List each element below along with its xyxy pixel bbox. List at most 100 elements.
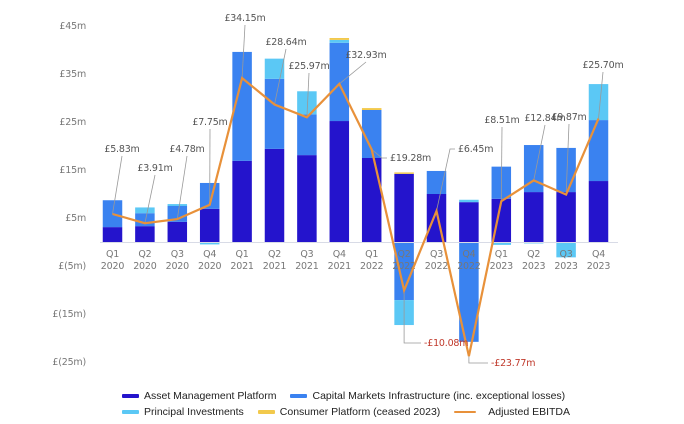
- bar-capital-markets-infrastructure-inc-exceptional-losses: [232, 51, 252, 161]
- bar-asset-management-platform: [588, 181, 609, 242]
- x-tick-year: 2022: [392, 261, 416, 272]
- legend-swatch-capital-markets: [290, 394, 308, 398]
- x-tick-quarter: Q3: [560, 249, 573, 260]
- bar-principal-investments: [588, 84, 609, 121]
- bar-asset-management-platform: [102, 227, 123, 242]
- bar-principal-investments: [556, 242, 576, 258]
- bar-group-q3-2023: [556, 147, 576, 258]
- x-tick-quarter: Q3: [300, 249, 313, 260]
- x-tick-year: 2022: [360, 261, 384, 272]
- bar-asset-management-platform: [361, 158, 382, 242]
- ebitda-value-label: £28.64m: [265, 37, 306, 48]
- annotation-leader-lines: [112, 24, 604, 364]
- annotation-leader-line: [112, 155, 123, 215]
- x-tick-quarter: Q4: [462, 249, 475, 260]
- bar-group-q1-2021: [232, 51, 252, 242]
- ebitda-value-label: £25.97m: [288, 61, 329, 72]
- x-tick-year: 2023: [587, 261, 611, 272]
- bar-group-q1-2020: [102, 200, 123, 242]
- y-tick-label: £15m: [59, 165, 86, 176]
- bar-group-q2-2020: [135, 207, 155, 242]
- ebitda-value-label: -£10.08m: [424, 338, 468, 349]
- ebitda-value-label: £25.70m: [582, 60, 623, 71]
- bar-principal-investments: [264, 58, 285, 79]
- legend-label-capital-markets: Capital Markets Infrastructure (inc. exc…: [312, 390, 566, 402]
- bar-capital-markets-infrastructure-inc-exceptional-losses: [588, 120, 609, 182]
- bar-principal-investments: [459, 199, 479, 203]
- legend-item-consumer-platform: Consumer Platform (ceased 2023): [257, 406, 441, 418]
- annotation-leader-line: [144, 174, 156, 224]
- legend-label-asset-management: Asset Management Platform: [144, 390, 277, 402]
- bar-group-q3-2020: [167, 204, 188, 242]
- bar-group-q2-2021: [264, 58, 285, 242]
- x-tick-quarter: Q4: [592, 249, 605, 260]
- x-tick-quarter: Q1: [106, 249, 119, 260]
- x-tick-year: 2023: [522, 261, 546, 272]
- bar-consumer-platform-ceased-2023: [329, 38, 350, 40]
- legend-item-adjusted-ebitda: Adjusted EBITDA: [454, 406, 570, 418]
- x-tick-quarter: Q2: [398, 249, 411, 260]
- bar-asset-management-platform: [329, 121, 350, 242]
- legend-label-consumer-platform: Consumer Platform (ceased 2023): [279, 406, 441, 418]
- x-tick-quarter: Q2: [138, 249, 151, 260]
- bar-group-q2-2023: [523, 145, 544, 244]
- ebitda-value-label: £5.83m: [104, 144, 139, 155]
- y-tick-label: £45m: [59, 21, 86, 32]
- annotation-leader-line: [339, 61, 367, 85]
- legend-row-2: Principal Investments Consumer Platform …: [122, 404, 582, 420]
- legend-item-capital-markets: Capital Markets Infrastructure (inc. exc…: [290, 390, 565, 402]
- bar-asset-management-platform: [232, 160, 252, 242]
- bar-consumer-platform-ceased-2023: [394, 172, 414, 174]
- x-tick-quarter: Q2: [527, 249, 540, 260]
- x-tick-quarter: Q3: [171, 249, 184, 260]
- annotation-leader-line: [306, 72, 310, 118]
- bar-group-q3-2022: [426, 170, 447, 242]
- legend-swatch-principal-investments: [122, 410, 139, 414]
- ebitda-value-label: £7.75m: [192, 117, 227, 128]
- ebitda-value-label: £19.28m: [390, 153, 431, 164]
- x-tick-year: 2022: [425, 261, 449, 272]
- ebitda-value-label: £6.45m: [458, 144, 493, 155]
- ebitda-value-label: £12.84m: [524, 113, 565, 124]
- annotation-leader-line: [598, 71, 604, 119]
- x-tick-year: 2020: [166, 261, 190, 272]
- x-tick-quarter: Q4: [203, 249, 216, 260]
- bar-capital-markets-infrastructure-inc-exceptional-losses: [361, 110, 382, 158]
- y-tick-label: £25m: [59, 117, 86, 128]
- legend: Asset Management Platform Capital Market…: [122, 388, 582, 420]
- bar-group-q4-2023: [588, 84, 609, 242]
- bar-asset-management-platform: [167, 221, 188, 242]
- bar-principal-investments: [491, 242, 512, 245]
- x-axis: Q12020Q22020Q32020Q42020Q12021Q22021Q320…: [101, 249, 611, 272]
- bar-group-q2-2022: [394, 172, 414, 326]
- bar-asset-management-platform: [459, 202, 479, 242]
- bar-asset-management-platform: [264, 148, 285, 242]
- x-tick-year: 2020: [101, 261, 125, 272]
- x-tick-year: 2021: [328, 261, 352, 272]
- legend-row-1: Asset Management Platform Capital Market…: [122, 388, 582, 404]
- y-tick-label: £(5m): [58, 261, 86, 272]
- x-tick-quarter: Q2: [268, 249, 281, 260]
- bar-principal-investments: [167, 204, 188, 206]
- x-tick-year: 2022: [457, 261, 481, 272]
- annotation-leader-line: [468, 356, 488, 364]
- ebitda-value-label: £4.78m: [169, 144, 204, 155]
- bar-consumer-platform-ceased-2023: [361, 108, 382, 110]
- annotation-labels: £5.83m £3.91m £4.78m £7.75m £34.15m £28.64m £2…: [104, 13, 623, 369]
- x-tick-year: 2021: [295, 261, 319, 272]
- bar-principal-investments: [199, 242, 220, 245]
- ebitda-value-label: £8.51m: [484, 115, 519, 126]
- legend-label-adjusted-ebitda: Adjusted EBITDA: [488, 406, 570, 418]
- bar-capital-markets-infrastructure-inc-exceptional-losses: [297, 114, 317, 156]
- legend-item-principal-investments: Principal Investments: [122, 406, 244, 418]
- bar-group-q4-2021: [329, 38, 350, 242]
- bar-asset-management-platform: [297, 155, 317, 242]
- ebitda-value-label: £3.91m: [137, 163, 172, 174]
- x-tick-quarter: Q1: [365, 249, 378, 260]
- bars-layer: [102, 38, 609, 342]
- ebitda-value-label: -£23.77m: [491, 358, 535, 369]
- bar-principal-investments: [297, 91, 317, 115]
- x-tick-quarter: Q4: [333, 249, 346, 260]
- bar-capital-markets-infrastructure-inc-exceptional-losses: [459, 242, 479, 342]
